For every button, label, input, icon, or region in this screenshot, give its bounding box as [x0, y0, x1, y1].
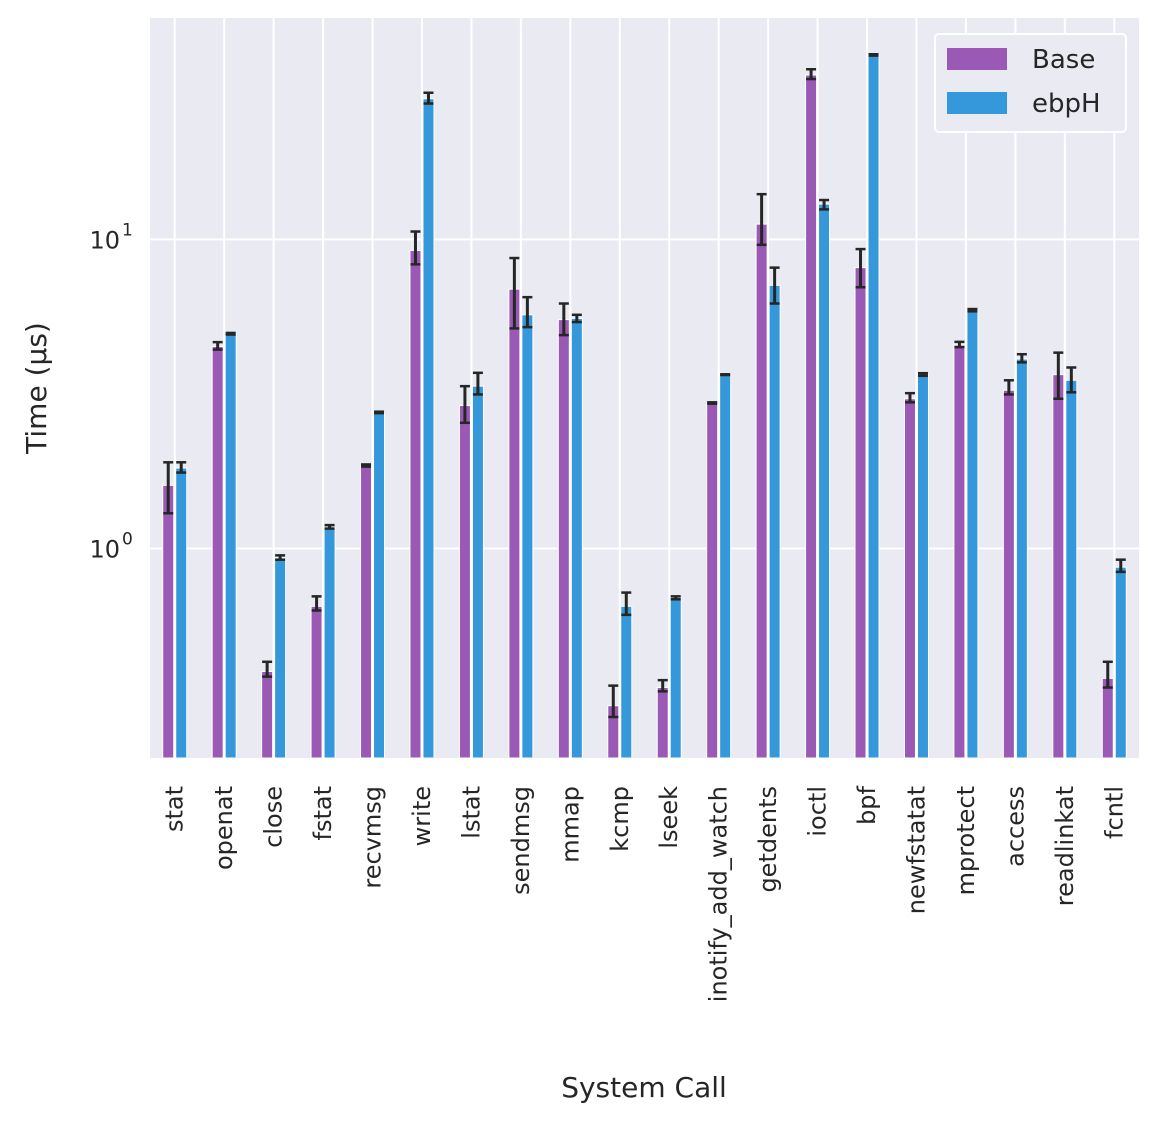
- bar-ebph-recvmsg: [373, 412, 386, 759]
- bar-base-newfstatat: [903, 398, 916, 759]
- bar-ebph-fcntl: [1114, 566, 1127, 759]
- grid-lines: [150, 18, 1139, 758]
- bar-ebph-newfstatat: [916, 374, 929, 759]
- x-tick-label-stat: stat: [161, 786, 189, 832]
- bar-base-inotify_add_watch: [706, 402, 719, 759]
- x-tick-label-ioctl: ioctl: [804, 786, 832, 837]
- x-tick-label-mprotect: mprotect: [952, 786, 980, 895]
- bar-ebph-mmap: [570, 317, 583, 759]
- bar-base-lstat: [458, 405, 471, 759]
- x-tick-label-readlinkat: readlinkat: [1051, 786, 1079, 906]
- bar-ebph-openat: [224, 333, 237, 759]
- bar-ebph-write: [422, 98, 435, 759]
- x-tick-label-write: write: [408, 786, 436, 846]
- bar-ebph-close: [274, 557, 287, 759]
- bar-ebph-lseek: [669, 597, 682, 759]
- bar-base-bpf: [854, 267, 867, 759]
- bar-base-getdents: [755, 223, 768, 759]
- bar-ebph-ioctl: [818, 203, 831, 759]
- bar-ebph-inotify_add_watch: [719, 374, 732, 759]
- x-tick-label-fcntl: fcntl: [1100, 786, 1128, 839]
- bar-ebph-sendmsg: [521, 314, 534, 759]
- x-tick-label-close: close: [260, 786, 288, 848]
- bar-base-openat: [211, 346, 224, 759]
- bar-base-mprotect: [953, 344, 966, 759]
- bar-ebph-bpf: [867, 54, 880, 759]
- y-tick-label: 10: [89, 535, 120, 563]
- bar-ebph-access: [1015, 358, 1028, 759]
- y-axis-title: Time (μs): [20, 322, 53, 455]
- x-tick-label-inotify_add_watch: inotify_add_watch: [705, 786, 733, 1002]
- y-tick-exponent: 1: [122, 220, 133, 240]
- bar-base-mmap: [557, 319, 570, 759]
- x-tick-label-mmap: mmap: [556, 786, 584, 863]
- x-tick-label-sendmsg: sendmsg: [507, 786, 535, 895]
- bar-ebph-mprotect: [966, 309, 979, 759]
- bars-group: [162, 54, 1127, 759]
- x-tick-label-getdents: getdents: [754, 786, 782, 893]
- x-tick-label-recvmsg: recvmsg: [359, 786, 387, 889]
- x-tick-label-openat: openat: [210, 786, 238, 870]
- legend: Base ebpH: [934, 33, 1127, 133]
- legend-label-base: Base: [1032, 45, 1095, 75]
- bar-base-close: [261, 670, 274, 759]
- legend-swatch-ebph: [947, 92, 1007, 114]
- bar-ebph-kcmp: [620, 605, 633, 759]
- bar-ebph-readlinkat: [1065, 379, 1078, 759]
- bar-ebph-lstat: [471, 385, 484, 759]
- bar-base-ioctl: [805, 74, 818, 759]
- bar-base-access: [1002, 389, 1015, 759]
- bar-base-write: [409, 250, 422, 759]
- bar-base-sendmsg: [508, 288, 521, 759]
- x-axis-ticks: stat openat close fstat recvmsg write lstat sen…: [161, 785, 1129, 1002]
- bar-base-lseek: [656, 687, 669, 759]
- bar-base-fcntl: [1101, 677, 1114, 759]
- x-tick-label-kcmp: kcmp: [606, 786, 634, 852]
- bar-ebph-stat: [175, 467, 188, 759]
- bar-base-fstat: [310, 605, 323, 759]
- x-tick-label-lseek: lseek: [655, 786, 683, 849]
- x-tick-label-access: access: [1001, 786, 1029, 867]
- y-tick-exponent: 0: [122, 529, 133, 549]
- bar-base-readlinkat: [1052, 374, 1065, 759]
- y-tick-label: 10: [89, 226, 120, 254]
- x-tick-label-bpf: bpf: [853, 785, 881, 824]
- x-tick-label-lstat: lstat: [457, 786, 485, 839]
- bar-base-recvmsg: [360, 465, 373, 759]
- legend-label-ebph: ebpH: [1032, 89, 1101, 119]
- bar-base-stat: [162, 484, 175, 759]
- x-tick-label-newfstatat: newfstatat: [902, 786, 930, 914]
- bar-ebph-fstat: [323, 526, 336, 759]
- x-tick-label-fstat: fstat: [309, 786, 337, 840]
- error-bars-group: [163, 52, 1126, 719]
- legend-swatch-base: [947, 48, 1007, 70]
- bar-ebph-getdents: [768, 284, 781, 759]
- x-axis-title: System Call: [561, 1071, 727, 1104]
